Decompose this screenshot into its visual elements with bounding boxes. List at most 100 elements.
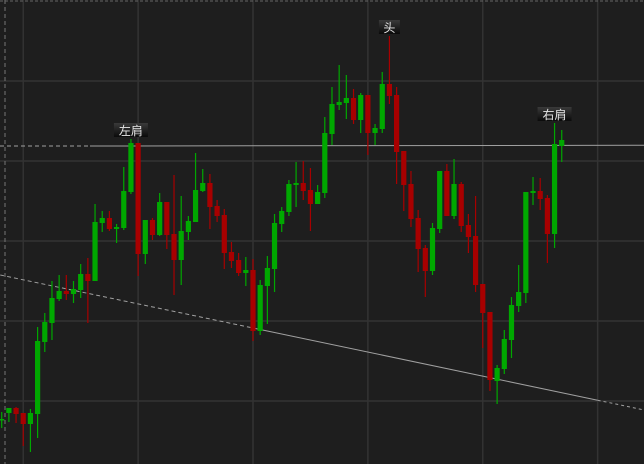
candle-up <box>56 275 62 301</box>
candle-body <box>185 221 191 232</box>
candle-up <box>99 211 105 232</box>
candle-up <box>293 162 299 207</box>
candle-body <box>286 184 292 212</box>
candle-body <box>63 291 69 294</box>
candle-down <box>401 151 407 211</box>
candle-down <box>386 36 393 104</box>
candle-up <box>279 207 285 232</box>
candle-down <box>458 182 464 232</box>
candle-down <box>106 211 112 231</box>
candle-body <box>300 183 306 191</box>
candle-down <box>544 195 550 263</box>
candle-down <box>135 143 141 276</box>
trendline <box>260 328 598 401</box>
candle-up <box>437 171 443 233</box>
candle-down <box>221 209 227 269</box>
candle-body <box>465 225 471 237</box>
candle-body <box>164 202 170 235</box>
candle-up <box>128 139 134 194</box>
candle-body <box>0 419 5 421</box>
annotation-box <box>378 20 400 34</box>
candle-body <box>458 184 464 226</box>
candle-down <box>250 259 256 341</box>
candle-up <box>27 409 34 452</box>
candle-body <box>106 218 112 229</box>
candle-body <box>401 151 407 185</box>
candle-down <box>465 214 471 253</box>
candle-up <box>0 412 5 428</box>
candle-up <box>142 220 148 264</box>
candle-body <box>171 234 177 260</box>
candle-body <box>379 84 385 129</box>
candle-body <box>271 223 278 269</box>
candle-up <box>379 72 385 133</box>
candle-body <box>487 312 493 380</box>
candle-body <box>415 218 421 249</box>
candle-up <box>42 313 48 352</box>
candle-body <box>537 191 543 199</box>
neckline <box>89 144 644 147</box>
candle-body <box>422 248 428 271</box>
candle-body <box>200 183 206 191</box>
candle-down <box>149 218 156 240</box>
candle-down <box>537 178 543 210</box>
candle-body <box>20 413 26 424</box>
candle-body <box>128 143 134 192</box>
candle-body <box>516 292 522 306</box>
candle-up <box>372 124 378 145</box>
candle-body <box>56 291 62 299</box>
candle-down <box>444 164 450 216</box>
candle-body <box>559 140 565 146</box>
candle-up <box>494 365 500 404</box>
candle-body <box>192 190 199 222</box>
candle-down <box>63 275 69 300</box>
annotation-label: 右肩 <box>543 107 567 122</box>
candle-up <box>70 281 77 303</box>
candle-down <box>480 284 486 348</box>
candle-body <box>472 236 479 285</box>
candle-up <box>271 214 278 292</box>
candle-up <box>329 87 335 145</box>
candle-up <box>343 75 349 119</box>
candle-body <box>336 102 342 105</box>
candle-body <box>315 192 321 204</box>
annotation-label: 头 <box>383 21 395 35</box>
candle-body <box>544 198 550 234</box>
candle-body <box>35 341 41 414</box>
candle-down <box>415 210 421 272</box>
candle-body <box>494 368 500 381</box>
annotation-label: 左肩 <box>119 123 143 138</box>
candle-down <box>394 87 400 184</box>
candle-body <box>121 191 127 228</box>
candle-body <box>6 408 12 413</box>
candle-down <box>307 168 314 231</box>
candle-body <box>365 95 371 133</box>
candle-body <box>149 220 156 235</box>
candle-down <box>207 174 213 229</box>
candle-body <box>257 285 263 331</box>
candle-up <box>35 327 41 438</box>
candle-body <box>451 184 457 216</box>
candle-body <box>551 144 558 234</box>
candle-body <box>437 171 443 229</box>
candle-body <box>70 289 77 294</box>
candle-body <box>394 95 400 152</box>
candle-up <box>6 408 12 422</box>
candle-body <box>530 191 536 193</box>
candle-down <box>13 407 19 423</box>
candle-body <box>508 305 515 340</box>
candle-down <box>408 171 414 227</box>
candle-down <box>472 196 479 292</box>
candle-body <box>429 228 436 271</box>
candle-up <box>92 204 98 281</box>
candle-body <box>178 231 184 260</box>
candle-body <box>343 98 349 103</box>
annotations: 左肩 头 右肩 <box>113 20 572 138</box>
candle-up <box>286 180 292 216</box>
candle-body <box>408 184 414 219</box>
candle-up <box>516 265 522 312</box>
candle-body <box>27 413 34 424</box>
candle-body <box>307 190 314 204</box>
candle-body <box>142 220 148 254</box>
candle-down <box>85 258 91 323</box>
